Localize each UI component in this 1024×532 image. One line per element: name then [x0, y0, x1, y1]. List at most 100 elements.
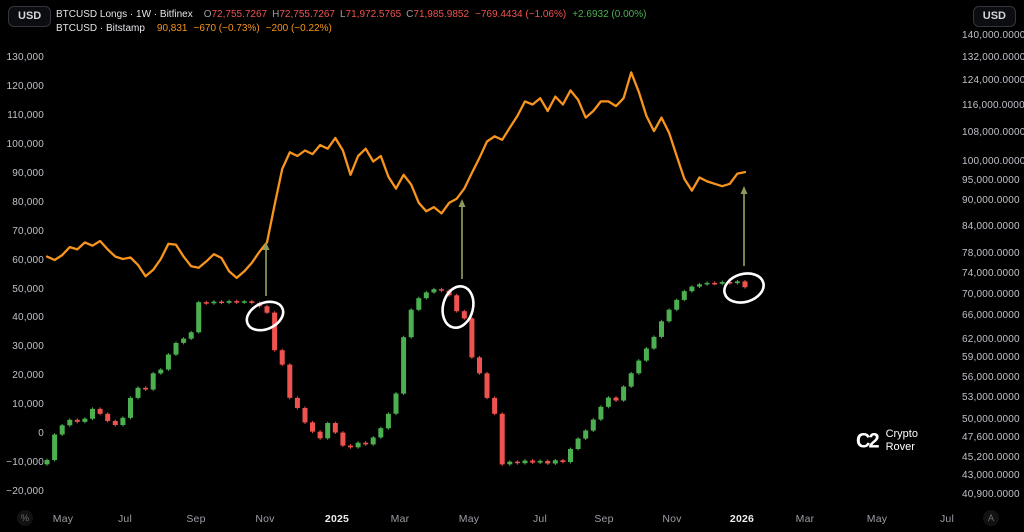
watermark: C2 Crypto Rover — [856, 428, 918, 454]
legend-series-1[interactable]: BTCUSD Longs · 1W · Bitfinex O72,755.7267… — [56, 8, 646, 21]
candle-body — [613, 397, 619, 401]
candle-body — [636, 360, 642, 374]
highlight-ellipse — [723, 272, 765, 304]
axis-tick-label: 60,000 — [12, 254, 44, 266]
legend-series-2[interactable]: BTCUSD · Bitstamp 90,831 −670 (−0.73%) −200… — [56, 22, 646, 35]
axis-tick-label: 70,000.0000 — [962, 288, 1020, 300]
axis-tick-label: Jul — [532, 513, 548, 525]
axis-tick-label: 108,000.0000 — [962, 126, 1024, 138]
axis-tick-label: 100,000 — [6, 139, 44, 150]
axis-tick-label: Nov — [255, 513, 275, 525]
axis-tick-label: 100,000.0000 — [962, 155, 1024, 167]
candle-body — [439, 289, 444, 291]
axis-tick-label: 45,200.0000 — [962, 451, 1020, 463]
axis-tick-label: 90,000 — [12, 167, 44, 179]
axis-tick-label: Nov — [662, 513, 682, 525]
up-arrow-head-icon — [262, 242, 270, 250]
axis-tick-label: May — [52, 513, 74, 525]
candle-body — [393, 393, 399, 414]
axis-tick-label: 62,000.0000 — [962, 333, 1020, 345]
candle-body — [90, 408, 95, 419]
axis-tick-label: May — [866, 513, 888, 525]
axis-tick-label: 56,000.0000 — [962, 371, 1020, 383]
candle-body — [666, 309, 672, 322]
axis-tick-label: 20,000 — [12, 370, 44, 382]
axis-tick-label: 50,000 — [12, 283, 44, 295]
axis-tick-label: 59,000.0000 — [962, 352, 1020, 364]
ohlc-key: O — [203, 9, 212, 20]
series-2-change-2: −200 (−0.22%) — [265, 23, 332, 34]
axis-tick-label: 95,000.0000 — [962, 174, 1020, 186]
candle-body — [67, 419, 73, 426]
axis-tick-label: Jul — [117, 513, 133, 525]
up-arrow-head-icon — [740, 186, 748, 194]
candle-body — [492, 397, 498, 414]
highlight-ellipse — [245, 300, 285, 332]
axis-tick-label: 120,000 — [6, 81, 44, 93]
candle-body — [575, 438, 581, 449]
axis-tick-label: 40,900.0000 — [962, 488, 1020, 500]
left-currency-button[interactable]: USD — [8, 6, 52, 27]
candle-body — [560, 460, 566, 462]
candle-body — [128, 397, 133, 418]
candle-body — [44, 460, 50, 465]
candle-body — [522, 460, 528, 464]
percent-scale-icon[interactable]: % — [17, 510, 33, 526]
candle-body — [234, 301, 240, 303]
candle-body — [135, 387, 141, 398]
axis-tick-label: Mar — [390, 513, 410, 525]
axis-tick-label: 2026 — [729, 513, 755, 525]
candle-body — [370, 437, 376, 445]
candle-body — [461, 311, 467, 319]
series-2-change: −670 (−0.73%) — [193, 23, 260, 34]
candle-body — [317, 431, 323, 439]
candle-body — [454, 295, 460, 312]
candle-body — [598, 406, 604, 420]
candle-body — [514, 461, 520, 464]
candle-body — [196, 302, 202, 333]
candle-body — [355, 442, 361, 448]
candle-body — [150, 373, 156, 390]
candle-body — [279, 350, 285, 365]
candle-body — [674, 299, 680, 310]
candle-body — [385, 413, 391, 429]
candle-body — [272, 312, 278, 351]
candle-body — [484, 373, 490, 398]
ohlc-key: C — [406, 9, 414, 20]
axis-tick-label: Mar — [795, 513, 815, 525]
candle-body — [552, 460, 558, 464]
candle-body — [689, 286, 695, 292]
candle-body — [712, 282, 718, 285]
axis-tick-label: Sep — [186, 513, 206, 525]
right-currency-button[interactable]: USD — [972, 6, 1016, 27]
axis-tick-label: 132,000.0000 — [962, 51, 1024, 63]
legend: BTCUSD Longs · 1W · Bitfinex O72,755.7267… — [56, 8, 646, 36]
candle-body — [628, 373, 634, 387]
up-arrow-head-icon — [458, 199, 466, 207]
auto-scale-icon[interactable]: A — [983, 510, 999, 526]
candle-body — [226, 301, 232, 303]
axis-tick-label: 2025 — [324, 513, 350, 525]
candle-body — [181, 338, 187, 343]
candle-body — [583, 430, 589, 439]
candle-body — [294, 397, 300, 408]
candle-body — [408, 309, 414, 338]
axis-tick-label: 110,000 — [7, 110, 44, 122]
annotation-arrows — [262, 186, 748, 296]
candle-body — [74, 419, 80, 422]
candle-body — [302, 408, 308, 423]
axis-tick-label: Jul — [939, 513, 955, 525]
candle-body — [537, 460, 543, 463]
candle-body — [719, 282, 725, 284]
axis-tick-label: 40,000 — [12, 312, 44, 324]
candle-body — [568, 449, 573, 462]
axis-tick-label: 116,000.0000 — [962, 100, 1024, 112]
candle-body — [249, 301, 255, 303]
axis-tick-label: 80,000 — [12, 196, 44, 208]
series-2-title: BTCUSD · Bitstamp — [56, 23, 145, 34]
candle-body — [211, 301, 217, 304]
candle-body — [82, 418, 88, 422]
candle-body — [651, 336, 657, 349]
